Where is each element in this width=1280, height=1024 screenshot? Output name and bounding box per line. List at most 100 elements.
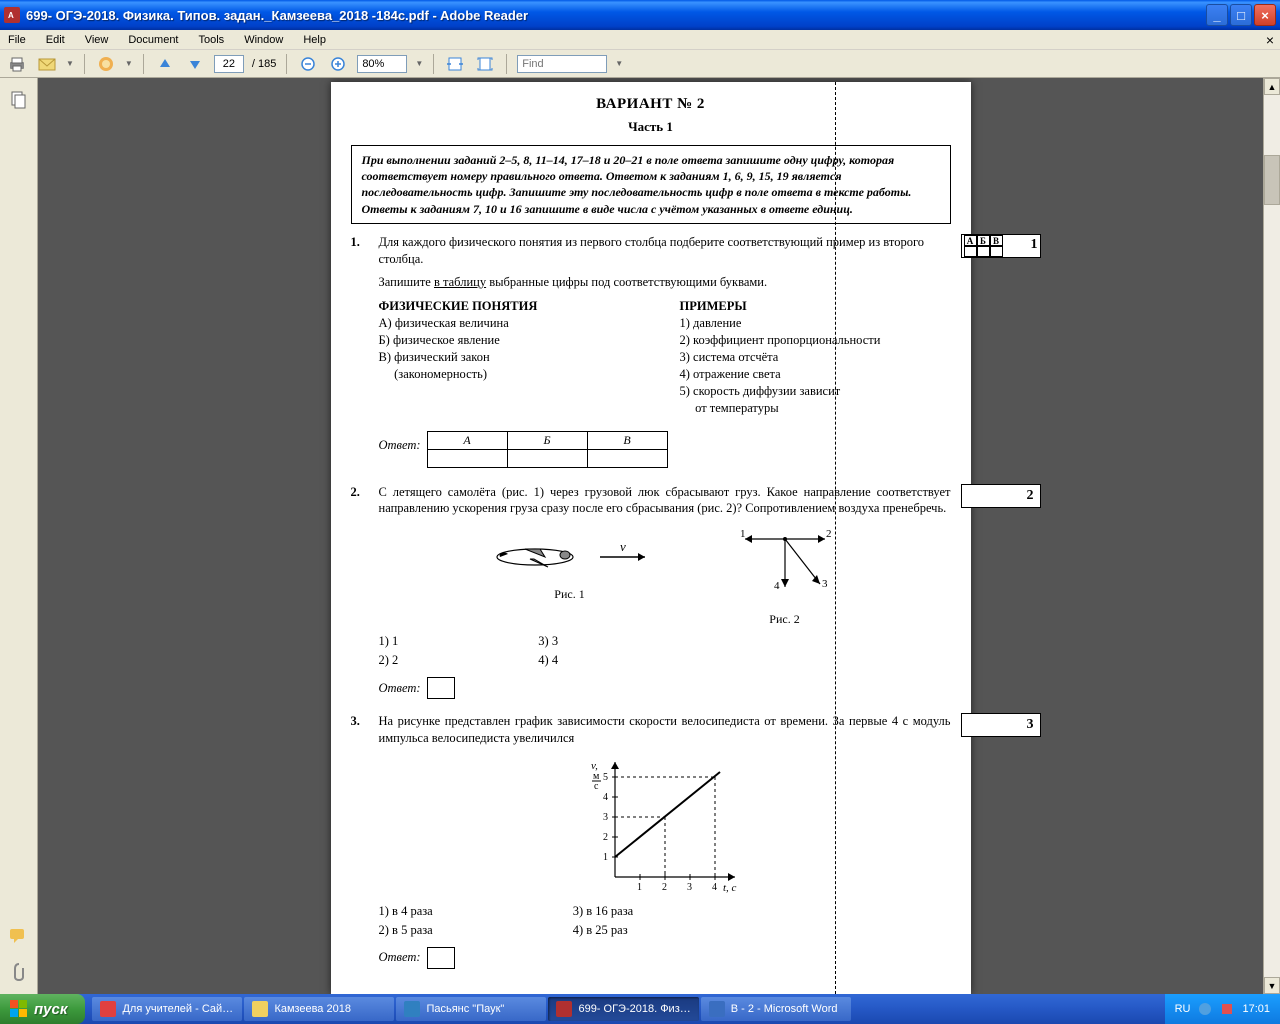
taskbar-task[interactable]: Для учителей - Сай… <box>92 997 242 1021</box>
zoom-in-button[interactable] <box>327 53 349 75</box>
part-title: Часть 1 <box>351 119 951 135</box>
right-header: ПРИМЕРЫ <box>680 298 951 315</box>
system-tray: RU 17:01 <box>1165 994 1280 1024</box>
taskbar-task[interactable]: 699- ОГЭ-2018. Физ… <box>548 997 698 1021</box>
tray-icon[interactable] <box>1198 1002 1212 1016</box>
taskbar-task[interactable]: Пасьянс "Паук" <box>396 997 546 1021</box>
minimize-button[interactable]: _ <box>1206 4 1228 26</box>
taskbar-task[interactable]: В - 2 - Microsoft Word <box>701 997 851 1021</box>
menubar-close-icon[interactable]: × <box>1266 32 1274 48</box>
page-number-input[interactable] <box>214 55 244 73</box>
menu-help[interactable]: Help <box>299 32 330 48</box>
start-button[interactable]: пуск <box>0 994 85 1024</box>
comments-icon[interactable] <box>7 924 31 948</box>
page-up-button[interactable] <box>154 53 176 75</box>
svg-text:1: 1 <box>637 882 642 893</box>
main-area: ВАРИАНТ № 2 Часть 1 При выполнении задан… <box>0 78 1280 994</box>
svg-text:4: 4 <box>774 580 780 592</box>
tray-icon[interactable] <box>1220 1002 1234 1016</box>
fit-width-button[interactable] <box>444 53 466 75</box>
svg-text:3: 3 <box>687 882 692 893</box>
sidebar <box>0 78 38 994</box>
close-button[interactable]: × <box>1254 4 1276 26</box>
taskbar-task[interactable]: Камзеева 2018 <box>244 997 394 1021</box>
clock[interactable]: 17:01 <box>1242 1003 1270 1015</box>
windows-logo-icon <box>10 1000 28 1018</box>
question-text: Для каждого физического понятия из перво… <box>379 234 951 268</box>
task-icon <box>709 1001 725 1017</box>
task-icon <box>100 1001 116 1017</box>
page-down-button[interactable] <box>184 53 206 75</box>
scroll-up-button[interactable]: ▲ <box>1264 78 1280 95</box>
menu-edit[interactable]: Edit <box>42 32 69 48</box>
scroll-thumb[interactable] <box>1264 155 1280 205</box>
language-indicator[interactable]: RU <box>1175 1003 1191 1015</box>
dropdown-icon[interactable]: ▼ <box>66 59 74 68</box>
zoom-select[interactable] <box>357 55 407 73</box>
svg-text:3: 3 <box>603 812 608 823</box>
list-item: Б) физическое явление <box>379 332 650 349</box>
dropdown-icon[interactable]: ▼ <box>125 59 133 68</box>
task-icon <box>252 1001 268 1017</box>
dropdown-icon[interactable]: ▼ <box>415 59 423 68</box>
margin-cell <box>964 246 977 257</box>
vertical-scrollbar[interactable]: ▲ ▼ <box>1263 78 1280 994</box>
menu-window[interactable]: Window <box>240 32 287 48</box>
question-text: С летящего самолёта (рис. 1) через грузо… <box>379 484 951 518</box>
document-viewport[interactable]: ВАРИАНТ № 2 Часть 1 При выполнении задан… <box>38 78 1263 994</box>
answer-box <box>427 677 455 699</box>
margin-cell: А <box>964 235 977 246</box>
answer-label: Ответ: <box>379 437 421 454</box>
answer-margin-1: АБВ 1 <box>961 234 1041 258</box>
print-button[interactable] <box>6 53 28 75</box>
task-icon <box>404 1001 420 1017</box>
zoom-out-button[interactable] <box>297 53 319 75</box>
window-title: 699- ОГЭ-2018. Физика. Типов. задан._Кам… <box>26 8 1204 23</box>
option: 2) 2 <box>379 652 399 669</box>
list-item: В) физический закон <box>379 349 650 366</box>
collab-button[interactable] <box>95 53 117 75</box>
svg-text:5: 5 <box>603 772 608 783</box>
answer-label: Ответ: <box>379 949 421 966</box>
pdf-icon: A <box>4 7 20 23</box>
email-button[interactable] <box>36 53 58 75</box>
menubar: File Edit View Document Tools Window Hel… <box>0 30 1280 50</box>
option: 3) 3 <box>538 633 558 650</box>
svg-text:2: 2 <box>662 882 667 893</box>
menu-view[interactable]: View <box>81 32 113 48</box>
left-header: ФИЗИЧЕСКИЕ ПОНЯТИЯ <box>379 298 650 315</box>
answer-margin-3: 3 <box>961 713 1041 737</box>
svg-text:t, с: t, с <box>723 882 737 894</box>
toolbar: ▼ ▼ / 185 ▼ ▼ <box>0 50 1280 78</box>
question-2: 2 2. С летящего самолёта (рис. 1) через … <box>351 484 951 700</box>
menu-tools[interactable]: Tools <box>195 32 229 48</box>
attachments-icon[interactable] <box>7 960 31 984</box>
list-item: А) физическая величина <box>379 315 650 332</box>
airplane-figure: v <box>490 529 650 579</box>
svg-text:3: 3 <box>822 578 828 590</box>
menu-document[interactable]: Document <box>124 32 182 48</box>
list-item: 5) скорость диффузии зависит <box>680 383 951 400</box>
scroll-down-button[interactable]: ▼ <box>1264 977 1280 994</box>
answer-table: АБВ <box>427 431 668 468</box>
option: 3) в 16 раза <box>573 903 633 920</box>
maximize-button[interactable]: □ <box>1230 4 1252 26</box>
task-label: Для учителей - Сай… <box>122 1003 233 1015</box>
velocity-chart: v, мс t, с 1 2 3 4 5 1 2 <box>585 757 745 897</box>
pages-panel-button[interactable] <box>7 88 31 112</box>
page-total-label: / 185 <box>252 58 276 70</box>
option: 2) в 5 раза <box>379 922 433 939</box>
question-3: 3 3. На рисунке представлен график завис… <box>351 713 951 969</box>
find-input[interactable] <box>517 55 607 73</box>
variant-title: ВАРИАНТ № 2 <box>351 96 951 113</box>
dropdown-icon[interactable]: ▼ <box>615 59 623 68</box>
task-icon <box>556 1001 572 1017</box>
task-label: Пасьянс "Паук" <box>426 1003 504 1015</box>
menu-file[interactable]: File <box>4 32 30 48</box>
margin-cell <box>977 246 990 257</box>
fit-page-button[interactable] <box>474 53 496 75</box>
list-item: 1) давление <box>680 315 951 332</box>
arrows-figure: 1 2 3 4 <box>730 529 840 604</box>
svg-text:1: 1 <box>603 852 608 863</box>
list-item: (закономерность) <box>379 366 650 383</box>
